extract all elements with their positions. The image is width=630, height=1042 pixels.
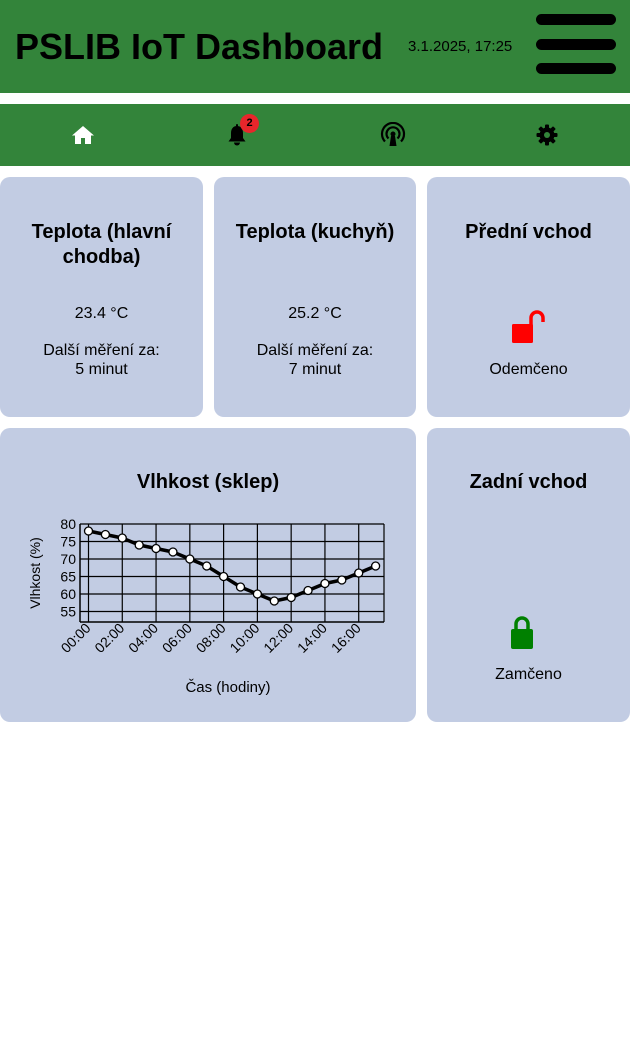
next-measurement-label: Další měření za: — [256, 342, 374, 359]
data-point — [286, 592, 296, 603]
data-point — [100, 529, 111, 540]
x-axis-label: Čas (hodiny) — [185, 679, 270, 696]
home-icon — [72, 126, 94, 144]
current-datetime: 3.1.2025, 17:25 — [408, 38, 513, 55]
nav-bar: 2 — [0, 104, 630, 166]
app-header: PSLIB IoT Dashboard 3.1.2025, 17:25 — [0, 0, 630, 93]
lock-open-icon[interactable] — [511, 310, 547, 344]
data-point — [202, 561, 212, 571]
card-title: Teplota (hlavní chodba) — [31, 221, 172, 268]
y-tick-label: 60 — [60, 586, 76, 602]
y-axis-label: Vlhkost (%) — [27, 537, 43, 609]
data-point — [151, 543, 161, 554]
temperature-value: 23.4 °C — [74, 305, 129, 322]
nav-settings[interactable] — [517, 104, 577, 166]
nav-devices[interactable] — [363, 104, 423, 166]
data-point — [354, 568, 364, 578]
data-point — [134, 540, 144, 550]
card-humidity-basement: Vlhkost (sklep) 55 60 65 70 75 80 00:00 02:00 04… — [0, 428, 416, 722]
data-point — [168, 547, 178, 557]
hamburger-menu-icon[interactable] — [536, 14, 616, 76]
card-temperature-main-corridor: Teplota (hlavní chodba) 23.4 °C Další mě… — [0, 177, 203, 417]
data-point — [303, 585, 313, 596]
card-title: Vlhkost (sklep) — [136, 471, 280, 493]
card-title: Přední vchod — [465, 221, 592, 243]
x-tick-label: 14:00 — [294, 620, 330, 656]
x-tick-label: 12:00 — [260, 620, 296, 656]
card-back-door: Zadní vchod Zamčeno — [427, 428, 630, 722]
data-point — [117, 533, 127, 543]
data-point — [185, 554, 195, 564]
y-tick-label: 70 — [60, 551, 76, 567]
door-status: Odemčeno — [489, 361, 568, 378]
gear-icon — [536, 124, 558, 146]
x-tick-label: 16:00 — [328, 620, 364, 656]
x-tick-label: 06:00 — [159, 620, 195, 656]
x-tick-label: 10:00 — [226, 620, 262, 656]
y-tick-label: 55 — [60, 604, 76, 620]
data-point — [252, 589, 263, 599]
x-tick-label: 08:00 — [193, 620, 229, 656]
card-temperature-kitchen: Teplota (kuchyň) 25.2 °C Další měření za… — [214, 177, 416, 417]
x-tick-label: 00:00 — [58, 620, 94, 656]
card-front-door: Přední vchod Odemčeno — [427, 177, 630, 417]
data-point — [83, 526, 94, 536]
data-point — [370, 561, 381, 571]
data-point — [269, 596, 279, 606]
y-tick-label: 80 — [60, 516, 76, 532]
next-measurement-label: Další měření za: — [43, 342, 160, 359]
card-title: Teplota (kuchyň) — [235, 221, 395, 243]
y-tick-label: 75 — [60, 534, 76, 550]
data-point — [320, 578, 330, 589]
data-point — [235, 582, 246, 592]
data-point — [337, 575, 347, 585]
bell-icon — [228, 124, 246, 146]
nav-notifications[interactable]: 2 — [207, 104, 267, 166]
app-title: PSLIB IoT Dashboard — [15, 26, 384, 67]
signal-tower-icon — [380, 122, 406, 146]
x-tick-label: 04:00 — [125, 620, 161, 656]
y-tick-label: 65 — [60, 569, 76, 585]
door-status: Zamčeno — [495, 666, 562, 683]
data-point — [218, 571, 229, 582]
temperature-value: 25.2 °C — [288, 305, 342, 322]
lock-closed-icon[interactable] — [511, 616, 533, 649]
card-title: Zadní vchod — [469, 471, 588, 493]
next-measurement-value: 5 minut — [75, 361, 128, 378]
notification-count-badge: 2 — [240, 114, 259, 133]
next-measurement-value: 7 minut — [288, 361, 342, 378]
x-tick-label: 02:00 — [91, 620, 127, 656]
nav-home[interactable] — [53, 104, 113, 166]
